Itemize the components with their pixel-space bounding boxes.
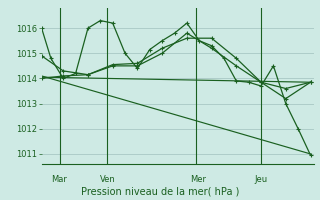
Text: Pression niveau de la mer( hPa ): Pression niveau de la mer( hPa ) bbox=[81, 186, 239, 196]
Text: Ven: Ven bbox=[100, 175, 116, 184]
Text: Mar: Mar bbox=[51, 175, 67, 184]
Text: Jeu: Jeu bbox=[255, 175, 268, 184]
Text: Mer: Mer bbox=[190, 175, 206, 184]
